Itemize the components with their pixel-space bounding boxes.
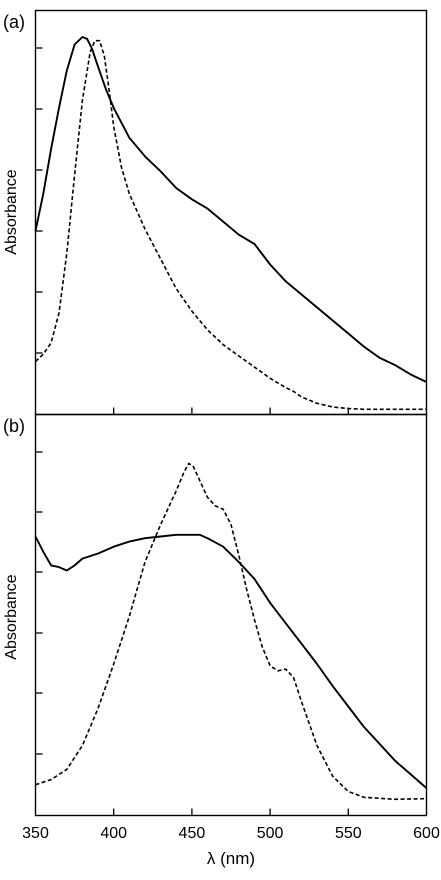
panel-a-y-axis-label: Absorbance: [3, 169, 20, 254]
panel-b-series: [34, 462, 428, 801]
panel-b-dashed-curve: [35, 462, 427, 801]
panel-a-frame: [34, 9, 428, 416]
panel-b-y-ticks: [35, 451, 43, 755]
x-tick-label-500: 500: [257, 825, 284, 842]
panel-a-y-ticks: [35, 47, 43, 354]
panel-a-label: (a): [3, 12, 25, 32]
panel-b-y-axis-label: Absorbance: [3, 574, 20, 659]
panel-b-label: (b): [3, 416, 25, 436]
panel-a-series: [34, 36, 427, 411]
x-tick-label-400: 400: [100, 825, 127, 842]
x-tick-label-600: 600: [413, 825, 440, 842]
panel-b-frame: [34, 413, 428, 817]
panel-a-dashed-curve: [34, 39, 427, 411]
panel-b-solid-curve: [34, 533, 428, 789]
x-tick-label-350: 350: [22, 825, 49, 842]
x-axis-ticks: 350 400 450 500 550 600: [22, 407, 440, 842]
x-axis-label: λ (nm): [207, 849, 255, 868]
x-tick-label-550: 550: [335, 825, 362, 842]
panel-a-solid-curve: [34, 36, 427, 383]
x-tick-label-450: 450: [179, 825, 206, 842]
